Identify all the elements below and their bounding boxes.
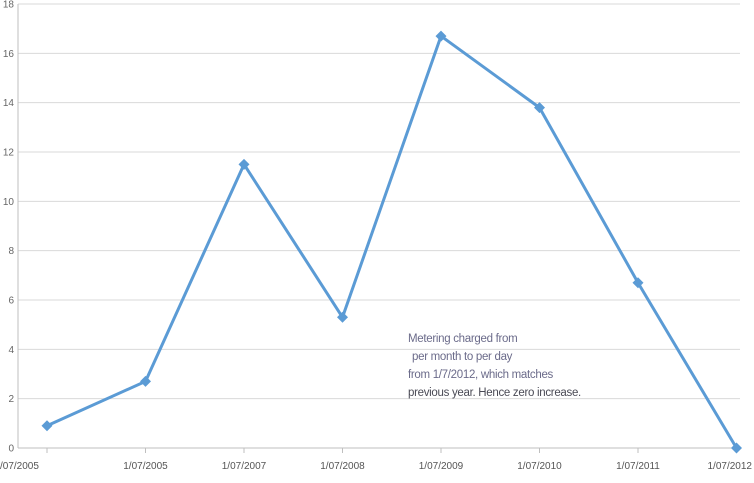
x-tick-label: /07/2005 (0, 461, 39, 472)
series-line (46, 34, 738, 449)
x-axis-ticks: /07/2005 1/07/2005 1/07/2007 1/07/2008 1/07/… (0, 448, 752, 472)
axes (17, 4, 740, 449)
data-point (632, 277, 644, 289)
data-point (534, 102, 545, 114)
data-point (337, 311, 348, 323)
y-axis-ticks: 0 2 4 6 8 10 12 14 16 18 (3, 0, 15, 455)
y-tick-label: 4 (8, 345, 14, 356)
x-tick-label: 1/07/2009 (419, 461, 464, 472)
data-point (140, 375, 151, 387)
y-tick-label: 2 (8, 394, 14, 405)
x-tick-label: 1/07/2008 (320, 461, 365, 472)
data-point (435, 30, 447, 42)
series-line-path (46, 34, 738, 449)
x-tick-label: 1/07/2010 (517, 461, 562, 472)
y-tick-label: 16 (3, 49, 15, 60)
x-tick-label: 1/07/2005 (123, 461, 168, 472)
data-point (731, 442, 742, 454)
y-tick-label: 6 (8, 296, 14, 307)
x-tick-label: 1/07/2007 (222, 461, 267, 472)
y-tick-label: 18 (3, 0, 15, 11)
y-tick-label: 10 (3, 197, 15, 208)
annotation-line-1: Metering charged from (408, 333, 518, 345)
data-point (238, 158, 250, 170)
x-tick-label: 1/07/2011 (616, 461, 660, 472)
y-tick-label: 12 (3, 148, 15, 159)
annotation-line-2: per month to per day (412, 351, 513, 363)
y-tick-label: 8 (8, 246, 14, 257)
x-tick-label: 1/07/2012 (708, 461, 753, 472)
annotation-line-4: previous year. Hence zero increase. (408, 387, 581, 399)
data-point (41, 420, 53, 432)
series-points (41, 30, 742, 454)
grid-lines (18, 3, 740, 400)
y-tick-label: 0 (8, 444, 14, 455)
annotation-line-3: from 1/7/2012, which matches (408, 369, 554, 381)
chart-annotation: Metering charged from per month to per d… (408, 330, 668, 402)
y-tick-label: 14 (3, 98, 15, 109)
